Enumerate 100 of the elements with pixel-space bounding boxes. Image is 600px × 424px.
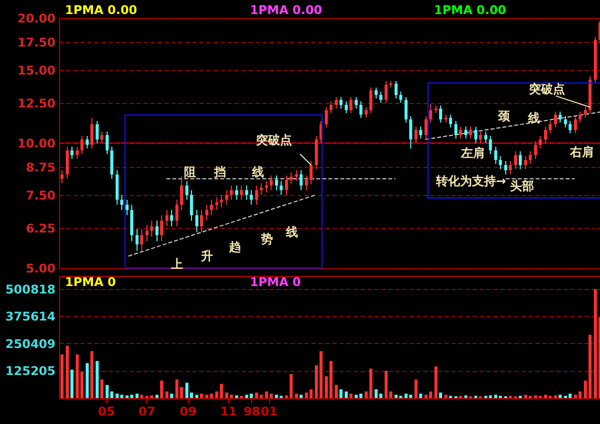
candlestick <box>76 146 79 160</box>
y-tick-label: 8.75 <box>26 160 56 175</box>
bar <box>354 394 358 398</box>
y-tick-label: 20.00 <box>18 12 56 26</box>
bar <box>70 370 74 398</box>
candlestick <box>160 214 164 242</box>
candlestick <box>454 120 458 140</box>
candlestick <box>554 111 558 128</box>
candlestick <box>330 100 332 114</box>
candlestick <box>528 150 532 165</box>
bar <box>120 394 124 398</box>
bar <box>245 394 248 398</box>
bar <box>66 346 69 398</box>
bar <box>359 394 362 398</box>
bar <box>439 392 442 398</box>
x-tick-label: 09 <box>180 404 196 418</box>
candlestick <box>245 185 248 200</box>
candlestick <box>474 126 478 144</box>
text: 1PMA 0.00 <box>65 3 138 17</box>
candlestick <box>574 116 577 134</box>
candlestick <box>284 175 288 196</box>
y-tick-label: 375614 <box>5 310 56 324</box>
candlestick <box>494 146 498 165</box>
bar <box>220 384 223 398</box>
bar <box>160 380 164 398</box>
candlestick <box>185 180 188 200</box>
candlestick <box>230 185 233 200</box>
bar <box>86 363 89 398</box>
bar <box>389 391 392 398</box>
bar <box>110 391 114 398</box>
candlestick <box>439 105 442 124</box>
candlestick <box>534 140 538 160</box>
bar <box>384 370 388 398</box>
bar <box>554 395 558 398</box>
candlestick <box>504 160 508 175</box>
annotation: 转化为支持→ <box>434 174 506 188</box>
bar <box>369 368 372 398</box>
candlestick <box>210 199 213 216</box>
bar <box>250 394 253 398</box>
bar <box>444 394 448 398</box>
bar <box>379 394 382 398</box>
x-tick-label: 11 <box>220 404 237 418</box>
candlestick <box>90 117 94 149</box>
candlestick <box>270 175 273 191</box>
bar <box>419 394 422 398</box>
candlestick <box>369 87 372 114</box>
candlestick <box>165 209 168 227</box>
candlestick <box>200 209 203 233</box>
candlestick <box>584 106 587 118</box>
bar <box>524 394 528 398</box>
y-tick-label: 6.25 <box>26 221 56 236</box>
text: 上升趋势线 <box>171 225 298 271</box>
candlestick <box>524 156 528 170</box>
annotation: 左肩 <box>460 146 485 160</box>
candlestick <box>488 135 492 155</box>
candlestick <box>429 104 432 124</box>
candlestick <box>544 126 548 144</box>
candlestick <box>70 146 74 160</box>
bar <box>155 394 158 398</box>
candlestick <box>235 185 238 200</box>
bar <box>165 391 168 398</box>
candlestick <box>265 180 268 193</box>
candlestick <box>459 126 462 140</box>
candlestick <box>518 150 522 170</box>
bar <box>255 392 258 398</box>
candlestick <box>364 106 368 118</box>
bar <box>106 384 109 398</box>
bar <box>225 392 228 398</box>
bar <box>344 391 348 398</box>
y-tick-label: 10.00 <box>18 136 56 150</box>
bar <box>235 395 238 398</box>
y-tick-label: 5.00 <box>26 262 56 276</box>
y-tick-label: 17.50 <box>18 36 56 50</box>
candlestick <box>155 220 158 242</box>
bar <box>60 354 64 398</box>
candlestick <box>354 96 358 110</box>
candlestick <box>86 135 89 149</box>
bar <box>404 394 408 398</box>
candlestick <box>96 120 99 144</box>
candlestick <box>464 126 468 140</box>
candlestick <box>190 190 194 222</box>
annotation: 头部 <box>510 179 534 193</box>
candlestick <box>384 80 388 104</box>
y-tick-label: 125205 <box>5 364 56 378</box>
bar <box>339 389 342 398</box>
bar <box>349 394 352 398</box>
candlestick <box>379 91 382 104</box>
candlestick <box>150 220 154 238</box>
candlestick <box>225 190 228 206</box>
candlestick <box>255 185 258 206</box>
bar <box>464 395 468 398</box>
candlestick <box>484 131 488 144</box>
candlestick <box>324 106 328 128</box>
bar <box>275 394 278 398</box>
x-tick-label: 05 <box>98 404 115 418</box>
candlestick <box>404 96 408 124</box>
candlestick <box>250 190 253 206</box>
text: 阻挡线 <box>184 165 264 179</box>
bar <box>364 391 368 398</box>
candlestick <box>290 172 293 185</box>
